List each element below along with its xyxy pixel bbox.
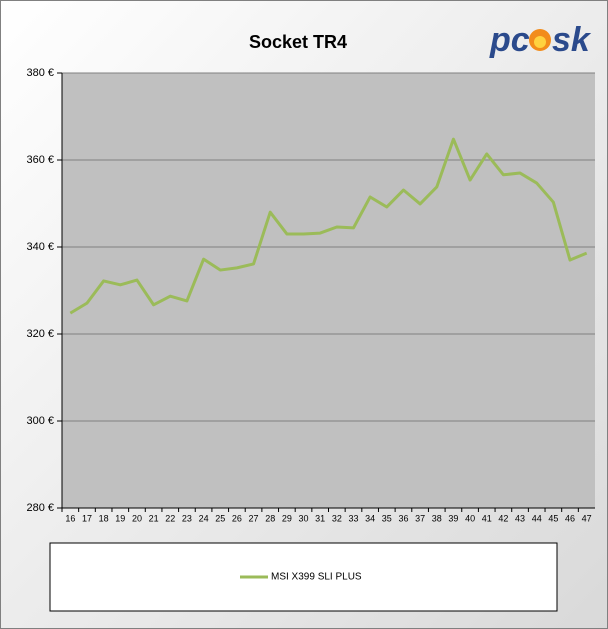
x-tick-label: 25 — [215, 513, 225, 523]
x-tick-label: 18 — [99, 513, 109, 523]
x-tick-label: 16 — [65, 513, 75, 523]
x-tick-label: 29 — [282, 513, 292, 523]
y-tick-label: 340 € — [26, 241, 54, 253]
x-tick-label: 42 — [498, 513, 508, 523]
logo-text: sk — [552, 21, 592, 59]
x-tick-label: 41 — [482, 513, 492, 523]
x-tick-label: 17 — [82, 513, 92, 523]
x-tick-label: 45 — [548, 513, 558, 523]
x-tick-label: 35 — [382, 513, 392, 523]
line-series — [69, 137, 588, 315]
legend-label: MSI X399 SLI PLUS — [271, 572, 362, 583]
x-tick-label: 47 — [582, 513, 592, 523]
plot-area — [62, 73, 595, 508]
y-tick-label: 380 € — [26, 67, 54, 79]
x-tick-label: 36 — [398, 513, 408, 523]
x-tick-label: 20 — [132, 513, 142, 523]
x-tick-label: 19 — [115, 513, 125, 523]
x-tick-label: 43 — [515, 513, 525, 523]
logo-flame — [534, 36, 546, 48]
x-tick-label: 24 — [199, 513, 209, 523]
x-tick-label: 34 — [365, 513, 375, 523]
x-tick-label: 30 — [299, 513, 309, 523]
y-tick-label: 320 € — [26, 328, 54, 340]
y-tick-label: 360 € — [26, 154, 54, 166]
x-tick-label: 40 — [465, 513, 475, 523]
x-tick-label: 46 — [565, 513, 575, 523]
x-tick-label: 21 — [149, 513, 159, 523]
x-tick-label: 28 — [265, 513, 275, 523]
x-tick-label: 33 — [348, 513, 358, 523]
y-tick-label: 280 € — [26, 502, 54, 514]
x-tick-label: 38 — [432, 513, 442, 523]
logo-text: pc — [489, 21, 530, 59]
x-tick-label: 27 — [249, 513, 259, 523]
x-tick-label: 39 — [448, 513, 458, 523]
x-tick-label: 26 — [232, 513, 242, 523]
chart-title: Socket TR4 — [249, 32, 347, 52]
x-tick-label: 32 — [332, 513, 342, 523]
legend-box — [49, 542, 558, 612]
y-tick-label: 300 € — [26, 415, 54, 427]
x-tick-label: 44 — [532, 513, 542, 523]
x-tick-label: 37 — [415, 513, 425, 523]
x-tick-label: 23 — [182, 513, 192, 523]
logo: pc sk — [489, 21, 592, 59]
x-tick-label: 22 — [165, 513, 175, 523]
x-tick-label: 31 — [315, 513, 325, 523]
